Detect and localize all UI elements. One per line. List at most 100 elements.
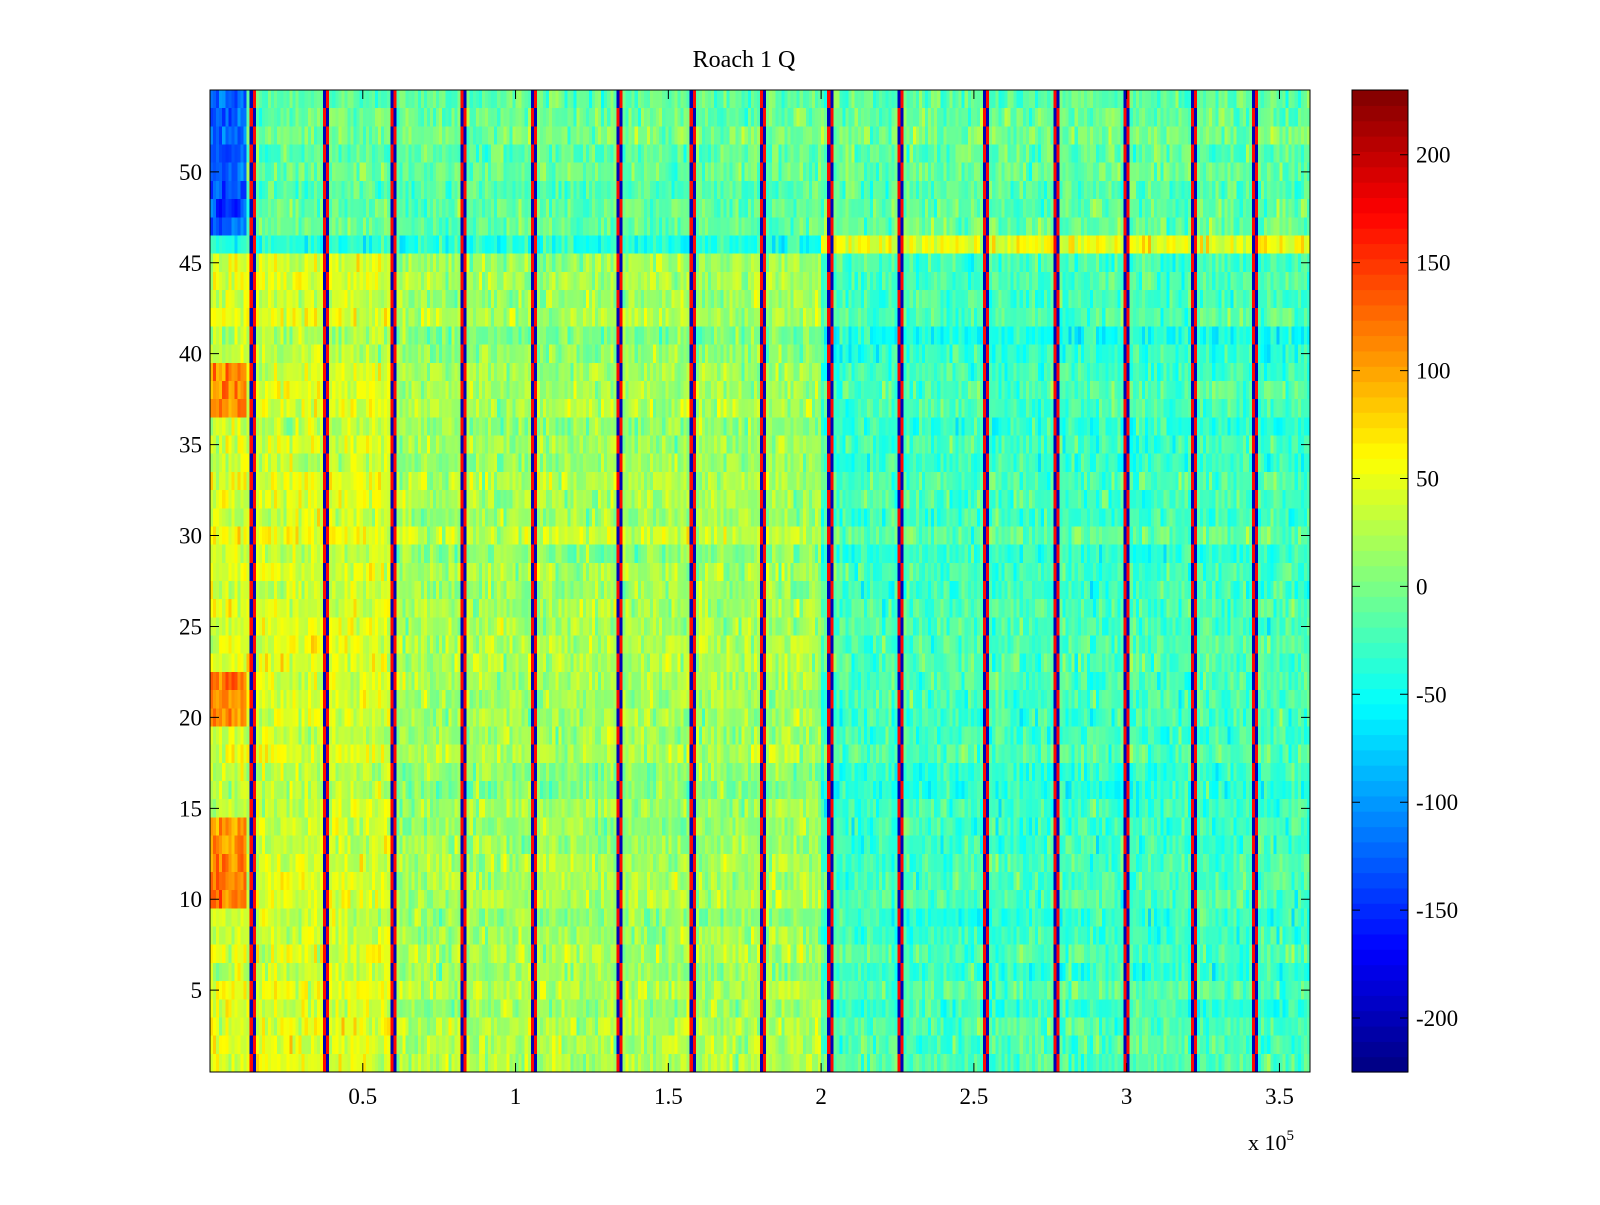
- colorbar-segment: [1352, 350, 1408, 367]
- colorbar-segment: [1352, 872, 1408, 889]
- colorbar-segment: [1352, 473, 1408, 490]
- colorbar-segment: [1352, 396, 1408, 413]
- colorbar: -200 -150 -100 -50 0 50 100 150 200: [1351, 89, 1458, 1073]
- colorbar-segment: [1352, 90, 1408, 106]
- colorbar-segment: [1352, 1010, 1408, 1027]
- x-tick-label: 1: [510, 1084, 522, 1109]
- x-tick-label: 3.5: [1265, 1084, 1294, 1109]
- chart-title: Roach 1 Q: [693, 47, 796, 73]
- colorbar-segment: [1352, 765, 1408, 782]
- colorbar-frame: [1351, 89, 1409, 1073]
- colorbar-segment: [1352, 442, 1408, 459]
- x-axis: 0.5 1 1.5 2 2.5 3 3.5: [348, 90, 1294, 1109]
- colorbar-segment: [1352, 627, 1408, 643]
- colorbar-tick-label: -100: [1416, 790, 1458, 815]
- colorbar-segment: [1352, 412, 1408, 429]
- colorbar-segment: [1352, 105, 1408, 122]
- colorbar-segment: [1352, 673, 1408, 690]
- colorbar-segment: [1352, 826, 1408, 843]
- y-tick-label: 15: [179, 796, 202, 821]
- colorbar-segment: [1352, 197, 1408, 214]
- y-tick-label: 20: [179, 705, 202, 730]
- colorbar-segment: [1352, 243, 1408, 260]
- y-tick-label: 25: [179, 614, 202, 639]
- colorbar-tick-label: -200: [1416, 1006, 1458, 1031]
- colorbar-tick-label: -50: [1416, 682, 1447, 707]
- x-multiplier-exponent: 5: [1287, 1128, 1295, 1144]
- colorbar-segment: [1352, 933, 1408, 950]
- colorbar-segment: [1352, 427, 1408, 444]
- colorbar-segment: [1352, 1056, 1408, 1073]
- colorbar-segment: [1352, 581, 1408, 597]
- colorbar-segment: [1352, 335, 1408, 352]
- colorbar-segment: [1352, 887, 1408, 904]
- y-tick-label: 45: [179, 251, 202, 276]
- colorbar-segment: [1352, 964, 1408, 981]
- y-tick-label: 40: [179, 342, 202, 367]
- heatmap-cells: [210, 90, 1310, 1072]
- x-tick-label: 3: [1121, 1084, 1133, 1109]
- colorbar-segment: [1352, 918, 1408, 935]
- colorbar-tick-label: 150: [1416, 251, 1451, 276]
- colorbar-segment: [1352, 519, 1408, 536]
- colorbar-segment: [1352, 212, 1408, 229]
- colorbar-segment: [1352, 534, 1408, 551]
- x-tick-label: 2: [815, 1084, 827, 1109]
- y-tick-label: 50: [179, 160, 202, 185]
- colorbar-segment: [1352, 1025, 1408, 1042]
- colorbar-segment: [1352, 657, 1408, 674]
- colorbar-segment: [1352, 136, 1408, 152]
- y-tick-label: 35: [179, 433, 202, 458]
- colorbar-segment: [1352, 550, 1408, 567]
- colorbar-segment: [1352, 841, 1408, 858]
- plot-frame: [209, 89, 1311, 1073]
- colorbar-tick-label: 100: [1416, 359, 1451, 384]
- colorbar-segment: [1352, 320, 1408, 337]
- colorbar-segment: [1352, 596, 1408, 613]
- colorbar-segment: [1352, 120, 1408, 137]
- colorbar-segment: [1352, 304, 1408, 321]
- colorbar-segment: [1352, 289, 1408, 306]
- x-tick-label: 0.5: [348, 1084, 377, 1109]
- colorbar-segment: [1352, 995, 1408, 1012]
- colorbar-segment: [1352, 151, 1408, 168]
- x-multiplier-base: x 10: [1248, 1130, 1287, 1155]
- colorbar-segment: [1352, 182, 1408, 199]
- colorbar-segment: [1352, 258, 1408, 275]
- colorbar-segment: [1352, 642, 1408, 659]
- colorbar-segment: [1352, 611, 1408, 628]
- colorbar-segment: [1352, 979, 1408, 996]
- colorbar-segment: [1352, 228, 1408, 245]
- colorbar-segment: [1352, 381, 1408, 398]
- colorbar-segment: [1352, 366, 1408, 383]
- colorbar-segment: [1352, 749, 1408, 766]
- colorbar-segment: [1352, 488, 1408, 505]
- y-tick-label: 30: [179, 524, 202, 549]
- colorbar-segment: [1352, 166, 1408, 183]
- x-tick-label: 2.5: [960, 1084, 989, 1109]
- colorbar-segment: [1352, 734, 1408, 751]
- colorbar-segment: [1352, 504, 1408, 521]
- x-axis-multiplier: x 105: [1248, 1128, 1294, 1155]
- colorbar-segment: [1352, 795, 1408, 812]
- plot-area: [209, 89, 1311, 1073]
- y-tick-label: 5: [191, 978, 203, 1003]
- colorbar-tick-label: 50: [1416, 466, 1439, 491]
- colorbar-segment: [1352, 857, 1408, 874]
- colorbar-segment: [1352, 565, 1408, 582]
- colorbar-tick-label: -150: [1416, 898, 1458, 923]
- y-axis: 5 10 15 20 25 30 35 40 45 50: [179, 160, 1310, 1003]
- colorbar-segment: [1352, 274, 1408, 291]
- colorbar-tick-label: 200: [1416, 143, 1451, 168]
- colorbar-segment: [1352, 703, 1408, 720]
- colorbar-segment: [1352, 1041, 1408, 1058]
- colorbar-segment: [1352, 719, 1408, 736]
- x-tick-label: 1.5: [654, 1084, 683, 1109]
- colorbar-segment: [1352, 780, 1408, 797]
- colorbar-segment: [1352, 949, 1408, 966]
- colorbar-segment: [1352, 458, 1408, 475]
- colorbar-segment: [1352, 688, 1408, 705]
- colorbar-segment: [1352, 903, 1408, 920]
